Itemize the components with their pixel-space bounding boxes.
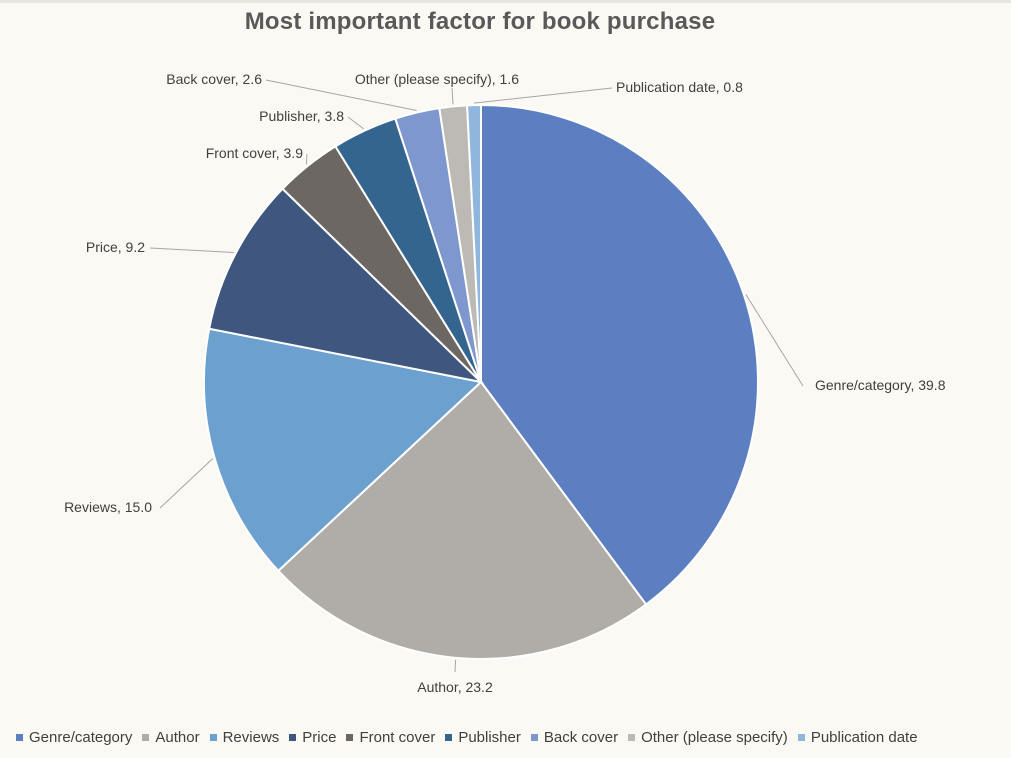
legend-label: Author bbox=[155, 729, 200, 746]
legend-label: Publication date bbox=[810, 729, 918, 746]
legend-label: Genre/category bbox=[29, 729, 133, 746]
legend-swatch bbox=[209, 734, 217, 741]
legend-label: Back cover bbox=[543, 729, 619, 746]
legend-label: Other (please specify) bbox=[641, 729, 788, 746]
legend-item: Reviews bbox=[209, 729, 280, 746]
legend-swatch bbox=[628, 734, 636, 741]
legend-item: Other (please specify) bbox=[628, 729, 788, 746]
leader-line bbox=[347, 116, 365, 130]
legend-label: Price bbox=[302, 729, 337, 746]
leader-line bbox=[305, 153, 308, 165]
legend-swatch bbox=[289, 734, 297, 741]
data-label: Publication date, 0.8 bbox=[616, 79, 743, 95]
pie-slice-reviews bbox=[203, 327, 484, 573]
data-label: Author, 23.2 bbox=[417, 679, 493, 695]
chart-legend: Genre/category Author Reviews Price Front co… bbox=[16, 729, 928, 746]
leader-line bbox=[451, 87, 454, 105]
pie-slice-price bbox=[207, 187, 485, 384]
legend-item: Publisher bbox=[445, 729, 521, 746]
legend-item: Price bbox=[289, 729, 336, 746]
legend-item: Front cover bbox=[346, 729, 435, 746]
legend-item: Genre/category bbox=[16, 729, 132, 746]
legend-item: Publication date bbox=[797, 729, 918, 746]
legend-swatch bbox=[797, 734, 805, 741]
data-label: Reviews, 15.0 bbox=[64, 499, 152, 515]
chart-title: Most important factor for book purchase bbox=[244, 8, 716, 35]
data-label: Back cover, 2.6 bbox=[166, 71, 262, 87]
legend-label: Publisher bbox=[458, 729, 521, 746]
legend-swatch bbox=[346, 734, 354, 741]
leader-line bbox=[159, 458, 214, 509]
leader-line bbox=[265, 79, 417, 111]
pie-slice-publication-date bbox=[466, 103, 482, 383]
legend-swatch bbox=[142, 734, 150, 741]
legend-swatch bbox=[16, 734, 23, 741]
data-label: Genre/category, 39.8 bbox=[815, 377, 946, 393]
data-label: Front cover, 3.9 bbox=[206, 145, 303, 161]
legend-item: Back cover bbox=[530, 729, 619, 746]
leader-line bbox=[473, 87, 613, 104]
data-label: Publisher, 3.8 bbox=[259, 108, 344, 124]
leader-line bbox=[149, 247, 234, 253]
top-border bbox=[0, 0, 1011, 3]
legend-swatch bbox=[530, 734, 538, 741]
data-label: Other (please specify), 1.6 bbox=[355, 71, 519, 87]
legend-item: Author bbox=[142, 729, 200, 746]
data-label: Price, 9.2 bbox=[86, 239, 145, 255]
legend-swatch bbox=[445, 734, 453, 741]
leader-line bbox=[745, 294, 804, 387]
pie-slice-author bbox=[276, 380, 648, 660]
pie-slice-genre-category bbox=[480, 103, 759, 606]
leader-line bbox=[454, 659, 457, 673]
legend-label: Reviews bbox=[222, 729, 280, 746]
legend-label: Front cover bbox=[359, 729, 436, 746]
